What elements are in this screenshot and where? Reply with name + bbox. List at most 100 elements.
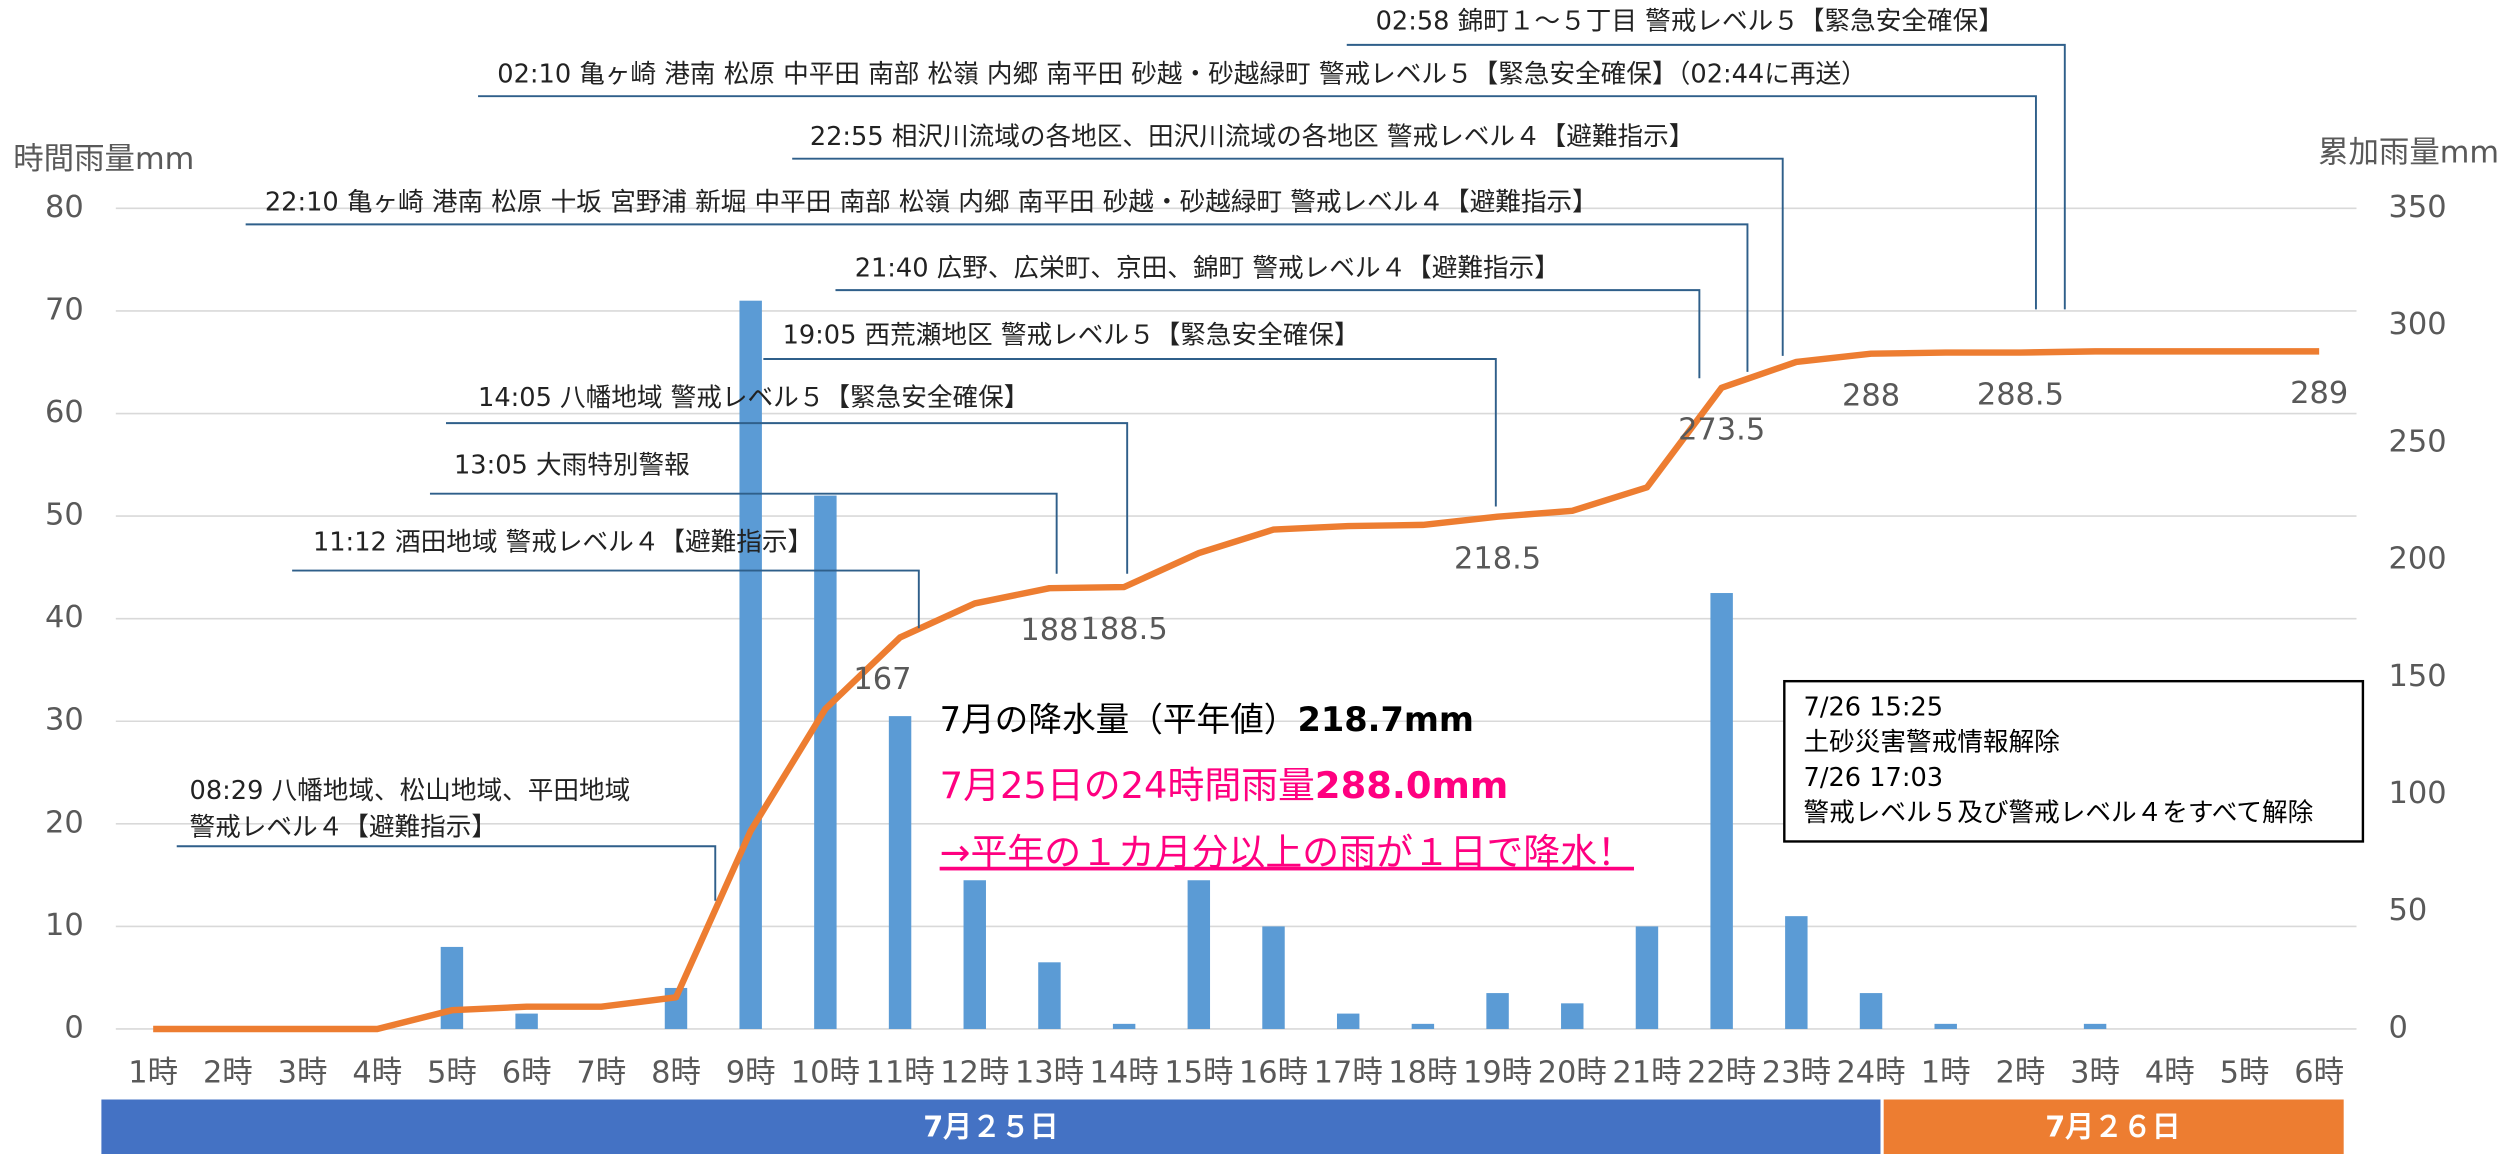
callout-line <box>835 289 1701 379</box>
data-label: 288.5 <box>1977 377 2064 412</box>
data-label: 289 <box>2290 376 2348 411</box>
bar <box>440 946 464 1029</box>
bar <box>1859 993 1883 1029</box>
annotation: 19:05 西荒瀬地区 警戒レベル５【緊急安全確保】 <box>783 321 1360 351</box>
y-tick-label: 70 <box>45 292 84 327</box>
x-tick-label: 9時 <box>726 1055 776 1090</box>
bar <box>1262 926 1285 1029</box>
y-tick-label: 20 <box>45 805 84 840</box>
data-label: 288 <box>1842 379 1900 414</box>
annotation: 14:05 八幡地域 警戒レベル５【緊急安全確保】 <box>478 383 1029 413</box>
y2-tick-label: 0 <box>2389 1010 2408 1045</box>
release-text: 警戒レベル５及び警戒レベル４をすべて解除 <box>1804 798 2314 828</box>
bar <box>1561 1003 1584 1029</box>
annotation: 08:29 八幡地域、松山地域、平田地域 <box>190 776 631 806</box>
bar <box>1411 1023 1435 1029</box>
y-tick-label: 60 <box>45 395 84 430</box>
y-tick-label: 80 <box>45 190 84 225</box>
x-tick-label: 5時 <box>2220 1055 2270 1090</box>
x-tick-label: 15時 <box>1164 1055 1233 1090</box>
bar <box>1486 993 1509 1029</box>
x-tick-label: 22時 <box>1687 1055 1756 1090</box>
x-tick-label: 8時 <box>651 1055 701 1090</box>
annotation: 22:10 亀ヶ崎 港南 松原 十坂 宮野浦 新堀 中平田 南部 松嶺 内郷 南… <box>265 188 1598 218</box>
x-tick-label: 3時 <box>2070 1055 2120 1090</box>
y2-axis-label: 累加雨量mm <box>2318 135 2499 170</box>
x-tick-label: 21時 <box>1612 1055 1681 1090</box>
callout-line <box>429 492 1058 574</box>
x-tick-label: 2時 <box>1995 1055 2045 1090</box>
y-tick-label: 40 <box>45 600 84 635</box>
annotation: 02:10 亀ヶ崎 港南 松原 中平田 南部 松嶺 内郷 南平田 砂越・砂越緑町… <box>497 59 1866 89</box>
x-tick-label: 24時 <box>1836 1055 1905 1090</box>
y2-tick-label: 300 <box>2389 307 2447 342</box>
x-tick-label: 13時 <box>1015 1055 1084 1090</box>
data-label: 167 <box>853 662 911 697</box>
callout-line <box>1346 43 2066 310</box>
bar <box>888 716 912 1029</box>
x-tick-label: 12時 <box>940 1055 1009 1090</box>
bar <box>1112 1023 1136 1029</box>
plot <box>115 207 2357 1030</box>
bar <box>1187 880 1211 1029</box>
bar <box>1336 1013 1360 1029</box>
x-tick-label: 4時 <box>2145 1055 2195 1090</box>
bar <box>963 880 986 1029</box>
y-tick-label: 30 <box>45 703 84 738</box>
y2-tick-label: 250 <box>2389 424 2447 459</box>
y2-tick-label: 350 <box>2389 190 2447 225</box>
release-text: 7/26 15:25 <box>1804 692 1944 722</box>
x-tick-label: 14時 <box>1090 1055 1159 1090</box>
callout-line <box>763 358 1497 507</box>
annotation: 02:58 錦町１～５丁目 警戒レベル５【緊急安全確保】 <box>1376 6 2004 36</box>
date-label: 7月２６日 <box>2045 1109 2180 1143</box>
y2-tick-label: 100 <box>2389 776 2447 811</box>
y2-tick-label: 200 <box>2389 542 2447 577</box>
y2-tick-label: 50 <box>2389 893 2428 928</box>
callout-line <box>176 845 717 901</box>
x-tick-label: 10時 <box>791 1055 860 1090</box>
annotation: 13:05 大雨特別警報 <box>454 450 690 480</box>
y-axis-label: 時間雨量mm <box>13 142 194 177</box>
x-tick-label: 1時 <box>128 1055 178 1090</box>
x-tick-label: 23時 <box>1762 1055 1831 1090</box>
bar <box>1710 593 1733 1029</box>
x-tick-label: 17時 <box>1314 1055 1383 1090</box>
y2-tick-label: 150 <box>2389 659 2447 694</box>
annotation: 22:55 相沢川流域の各地区、田沢川流域の各地区 警戒レベル４【避難指示】 <box>810 122 1695 152</box>
bar <box>1038 962 1061 1029</box>
x-tick-label: 6時 <box>502 1055 552 1090</box>
summary-line: 7月25日の24時間雨量288.0mm <box>940 763 1509 806</box>
callout-line <box>478 95 2037 310</box>
annotation: 11:12 酒田地域 警戒レベル４【避難指示】 <box>313 527 813 557</box>
x-tick-label: 18時 <box>1388 1055 1457 1090</box>
x-tick-label: 19時 <box>1463 1055 1532 1090</box>
bar <box>1635 926 1659 1029</box>
date-band <box>1883 1099 2344 1154</box>
bar <box>1785 916 1808 1029</box>
summary-note: →平年の１カ月分以上の雨が１日で降水！ <box>940 831 1634 874</box>
x-tick-label: 6時 <box>2294 1055 2344 1090</box>
bar <box>515 1013 538 1029</box>
x-tick-label: 20時 <box>1538 1055 1607 1090</box>
date-label: 7月２５日 <box>923 1109 1058 1143</box>
callout-line <box>292 569 920 629</box>
callout-line <box>245 223 1749 372</box>
callout-line <box>792 157 1784 356</box>
callout-line <box>445 422 1129 574</box>
release-text: 7/26 17:03 <box>1804 763 1944 793</box>
y-tick-label: 50 <box>45 498 84 533</box>
release-box <box>1783 679 2365 843</box>
data-label: 273.5 <box>1678 413 1765 448</box>
x-tick-label: 7時 <box>576 1055 626 1090</box>
release-text: 土砂災害警戒情報解除 <box>1804 728 2060 758</box>
data-label: 188 <box>1020 613 1078 648</box>
bar <box>2083 1023 2107 1029</box>
bar <box>1934 1023 1957 1029</box>
y-tick-label: 0 <box>64 1010 83 1045</box>
x-tick-label: 3時 <box>278 1055 328 1090</box>
x-tick-label: 5時 <box>427 1055 477 1090</box>
bar <box>814 495 837 1029</box>
x-tick-label: 11時 <box>865 1055 934 1090</box>
x-tick-label: 2時 <box>203 1055 253 1090</box>
